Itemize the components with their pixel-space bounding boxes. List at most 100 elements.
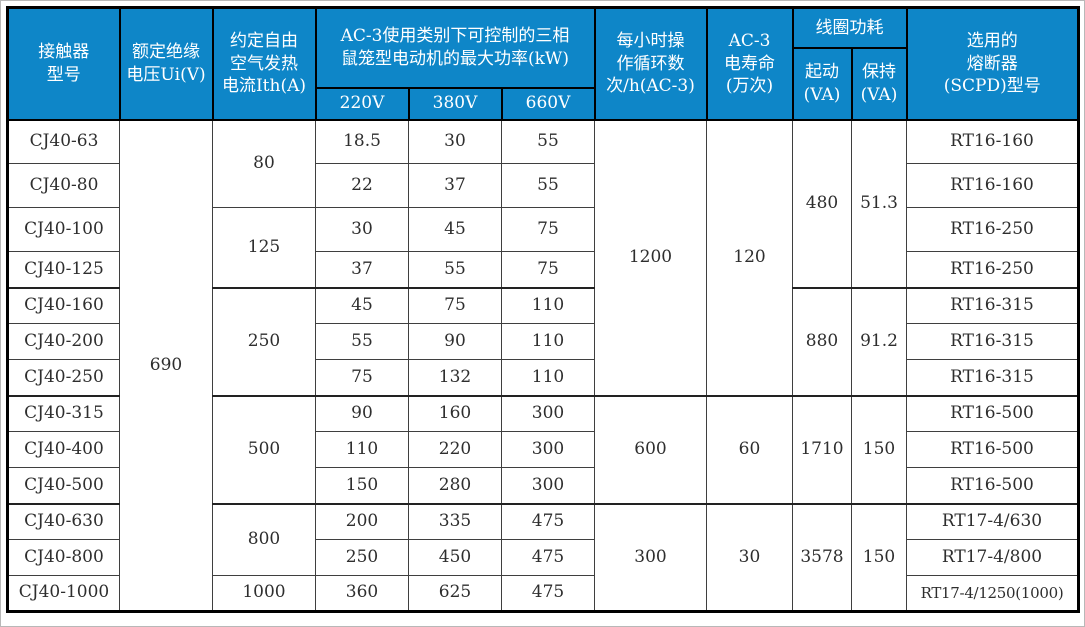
cell-coil-hold: 150 bbox=[851, 395, 907, 505]
cell-scpd: RT16-250 bbox=[906, 207, 1079, 252]
cell-scpd: RT16-500 bbox=[906, 431, 1079, 468]
cell-life: 30 bbox=[706, 503, 793, 612]
cell-p220: 75 bbox=[315, 359, 409, 397]
cell-ops-cycles: 600 bbox=[594, 395, 707, 505]
cell-coil-start: 480 bbox=[792, 119, 852, 289]
cell-ops-cycles: 300 bbox=[594, 503, 707, 612]
cell-p660: 55 bbox=[501, 163, 595, 208]
cell-ith: 80 bbox=[212, 119, 316, 208]
header-coil-start: 起动 (VA) bbox=[791, 46, 853, 121]
header-380v: 380V bbox=[407, 86, 503, 121]
cell-p220: 45 bbox=[315, 287, 409, 324]
cell-model: CJ40-800 bbox=[7, 539, 120, 576]
table-row: CJ40-80 22 37 55 RT16-160 bbox=[7, 163, 1079, 208]
cell-scpd: RT16-315 bbox=[906, 287, 1079, 324]
cell-p220: 150 bbox=[315, 467, 409, 505]
cell-coil-start: 880 bbox=[792, 287, 852, 397]
cell-p380: 45 bbox=[408, 207, 502, 252]
cell-p380: 625 bbox=[408, 575, 502, 612]
cell-model: CJ40-1000 bbox=[7, 575, 120, 612]
cell-scpd: RT17-4/630 bbox=[906, 503, 1079, 540]
header-ac3-max-power: AC-3使用类别下可控制的三相 鼠笼型电动机的最大功率(kW) bbox=[314, 6, 596, 89]
cell-life: 120 bbox=[706, 119, 793, 397]
cell-p220: 360 bbox=[315, 575, 409, 612]
cell-p220: 30 bbox=[315, 207, 409, 252]
cell-p220: 250 bbox=[315, 539, 409, 576]
header-scpd-fuse: 选用的 熔断器 (SCPD)型号 bbox=[905, 6, 1080, 121]
cell-ui-voltage: 690 bbox=[119, 119, 213, 612]
cell-model: CJ40-160 bbox=[7, 287, 120, 324]
cell-coil-start: 3578 bbox=[792, 503, 852, 612]
cell-p660: 300 bbox=[501, 431, 595, 468]
cell-model: CJ40-250 bbox=[7, 359, 120, 397]
cell-ith: 500 bbox=[212, 395, 316, 505]
cell-model: CJ40-100 bbox=[7, 207, 120, 252]
cell-p660: 475 bbox=[501, 503, 595, 540]
cell-p660: 110 bbox=[501, 359, 595, 397]
cell-p380: 132 bbox=[408, 359, 502, 397]
cell-p380: 75 bbox=[408, 287, 502, 324]
header-thermal-current: 约定自由 空气发热 电流Ith(A) bbox=[211, 6, 317, 121]
cell-p660: 110 bbox=[501, 287, 595, 324]
header-contactor-model: 接触器 型号 bbox=[6, 6, 121, 121]
table-row: CJ40-800 250 450 475 RT17-4/800 bbox=[7, 539, 1079, 576]
table-row: CJ40-630 800 200 335 475 300 30 3578 150… bbox=[7, 503, 1079, 612]
cell-coil-hold: 51.3 bbox=[851, 119, 907, 289]
table-row: CJ40-315 500 90 160 300 600 60 1710 150 … bbox=[7, 395, 1079, 505]
table-row: CJ40-100 125 30 45 75 RT16-250 bbox=[7, 207, 1079, 289]
header-coil-consumption: 线圈功耗 bbox=[791, 6, 908, 49]
cell-coil-hold: 150 bbox=[851, 503, 907, 612]
cell-p220: 18.5 bbox=[315, 119, 409, 164]
header-operating-cycles: 每小时操 作循环数 次/h(AC-3) bbox=[593, 6, 708, 121]
cell-p660: 475 bbox=[501, 539, 595, 576]
cell-p380: 220 bbox=[408, 431, 502, 468]
header-rated-insulation-voltage: 额定绝缘 电压Ui(V) bbox=[118, 6, 214, 121]
cell-model: CJ40-630 bbox=[7, 503, 120, 540]
cell-scpd: RT17-4/1250(1000) bbox=[906, 575, 1079, 612]
cell-model: CJ40-315 bbox=[7, 395, 120, 432]
cell-model: CJ40-80 bbox=[7, 163, 120, 208]
contactor-spec-table: 接触器 型号 额定绝缘 电压Ui(V) 约定自由 空气发热 电流Ith(A) A… bbox=[6, 6, 1080, 613]
table-row: CJ40-400 110 220 300 RT16-500 bbox=[7, 431, 1079, 468]
table-row: CJ40-63 690 80 18.5 30 55 1200 120 480 5… bbox=[7, 119, 1079, 612]
cell-model: CJ40-500 bbox=[7, 467, 120, 505]
header-coil-hold: 保持 (VA) bbox=[850, 46, 908, 121]
cell-p220: 110 bbox=[315, 431, 409, 468]
cell-ith: 800 bbox=[212, 503, 316, 576]
table-row: CJ40-125 37 55 75 RT16-250 bbox=[7, 251, 1079, 289]
cell-scpd: RT16-160 bbox=[906, 163, 1079, 208]
cell-p660: 300 bbox=[501, 395, 595, 432]
cell-p380: 450 bbox=[408, 539, 502, 576]
cell-p660: 75 bbox=[501, 207, 595, 252]
header-660v: 660V bbox=[500, 86, 596, 121]
cell-model: CJ40-200 bbox=[7, 323, 120, 360]
cell-p220: 22 bbox=[315, 163, 409, 208]
cell-p380: 160 bbox=[408, 395, 502, 432]
cell-p660: 75 bbox=[501, 251, 595, 289]
cell-p220: 55 bbox=[315, 323, 409, 360]
cell-model: CJ40-125 bbox=[7, 251, 120, 289]
cell-p220: 90 bbox=[315, 395, 409, 432]
cell-p220: 37 bbox=[315, 251, 409, 289]
cell-p380: 335 bbox=[408, 503, 502, 540]
cell-p660: 300 bbox=[501, 467, 595, 505]
cell-ith: 125 bbox=[212, 207, 316, 289]
cell-scpd: RT16-315 bbox=[906, 323, 1079, 360]
cell-p380: 37 bbox=[408, 163, 502, 208]
cell-coil-start: 1710 bbox=[792, 395, 852, 505]
cell-scpd: RT16-315 bbox=[906, 359, 1079, 397]
cell-p380: 55 bbox=[408, 251, 502, 289]
cell-scpd: RT17-4/800 bbox=[906, 539, 1079, 576]
table-row: CJ40-250 75 132 110 RT16-315 bbox=[7, 359, 1079, 397]
table-row: CJ40-500 150 280 300 RT16-500 bbox=[7, 467, 1079, 505]
cell-p220: 200 bbox=[315, 503, 409, 540]
table-row: CJ40-200 55 90 110 RT16-315 bbox=[7, 323, 1079, 360]
cell-p380: 280 bbox=[408, 467, 502, 505]
cell-p660: 110 bbox=[501, 323, 595, 360]
cell-life: 60 bbox=[706, 395, 793, 505]
cell-ops-cycles: 1200 bbox=[594, 119, 707, 397]
cell-ith: 1000 bbox=[212, 575, 316, 612]
cell-scpd: RT16-500 bbox=[906, 395, 1079, 432]
cell-p380: 30 bbox=[408, 119, 502, 164]
